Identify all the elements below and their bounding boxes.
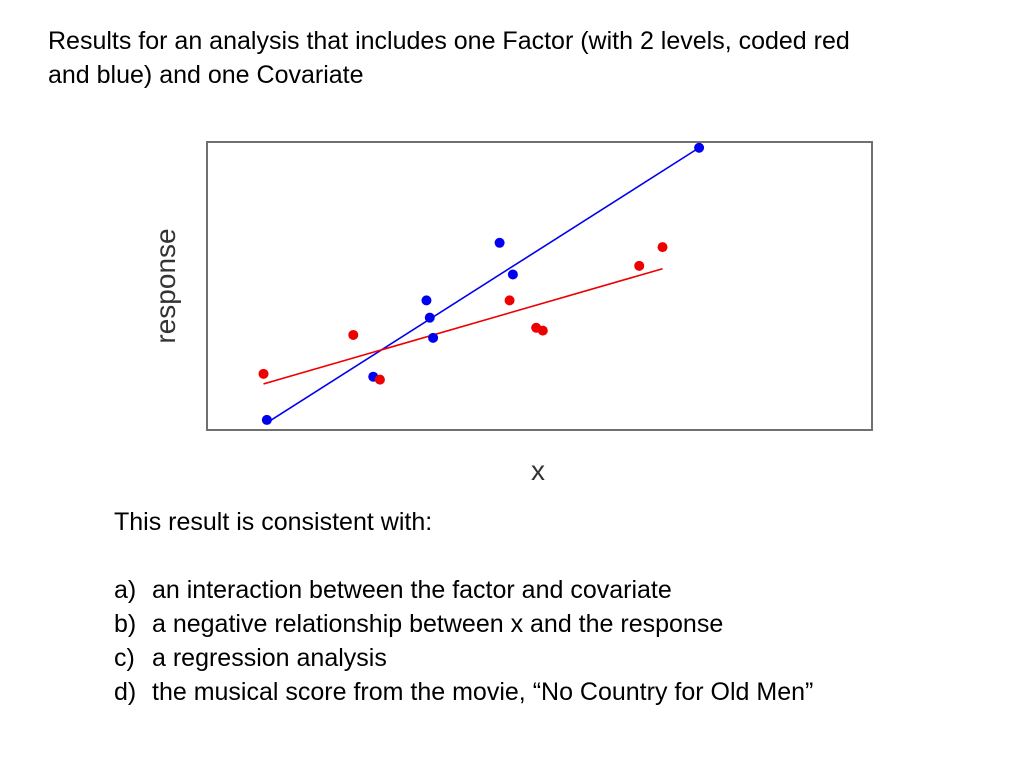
fit-line-series-1 bbox=[263, 267, 663, 385]
fit-line-series-0 bbox=[266, 147, 700, 424]
point-series-1-7 bbox=[657, 242, 668, 253]
point-series-1-6 bbox=[634, 260, 645, 271]
heading-line-2: and blue) and one Covariate bbox=[48, 61, 364, 89]
slide-heading: Results for an analysis that includes on… bbox=[48, 24, 988, 92]
point-series-1-0 bbox=[258, 368, 269, 379]
y-axis-label: response bbox=[150, 228, 181, 343]
point-series-0-3 bbox=[424, 312, 435, 323]
question-prompt: This result is consistent with: bbox=[114, 508, 433, 536]
point-series-0-7 bbox=[694, 142, 705, 153]
option-text: the musical score from the movie, “No Co… bbox=[152, 678, 814, 706]
point-series-1-5 bbox=[537, 325, 548, 336]
point-series-0-5 bbox=[494, 237, 505, 248]
option-text: a negative relationship between x and th… bbox=[152, 610, 724, 638]
point-series-0-0 bbox=[261, 414, 272, 425]
option-b: b) a negative relationship between x and … bbox=[114, 607, 994, 641]
x-axis-label: x bbox=[531, 455, 545, 486]
option-text: an interaction between the factor and co… bbox=[152, 576, 672, 604]
point-series-0-2 bbox=[421, 295, 432, 306]
point-series-1-2 bbox=[374, 374, 385, 385]
fit-lines bbox=[263, 147, 700, 424]
heading-line-1: Results for an analysis that includes on… bbox=[48, 27, 850, 55]
option-letter: b) bbox=[114, 610, 137, 638]
scatter-plot: response x bbox=[150, 141, 873, 486]
point-series-1-3 bbox=[504, 295, 515, 306]
option-a: a) an interaction between the factor and … bbox=[114, 573, 994, 607]
point-series-1-1 bbox=[348, 329, 359, 340]
data-points bbox=[258, 142, 705, 425]
option-letter: d) bbox=[114, 678, 137, 706]
plot-frame bbox=[206, 141, 873, 431]
option-c: c) a regression analysis bbox=[114, 641, 994, 675]
point-series-0-6 bbox=[507, 269, 518, 280]
point-series-0-4 bbox=[428, 332, 439, 343]
option-letter: a) bbox=[114, 576, 137, 604]
option-text: a regression analysis bbox=[152, 644, 387, 672]
option-d: d) the musical score from the movie, “No … bbox=[114, 675, 994, 709]
question-block: This result is consistent with: a) an int… bbox=[114, 505, 994, 709]
answer-options: a) an interaction between the factor and … bbox=[114, 573, 994, 709]
option-letter: c) bbox=[114, 644, 135, 672]
